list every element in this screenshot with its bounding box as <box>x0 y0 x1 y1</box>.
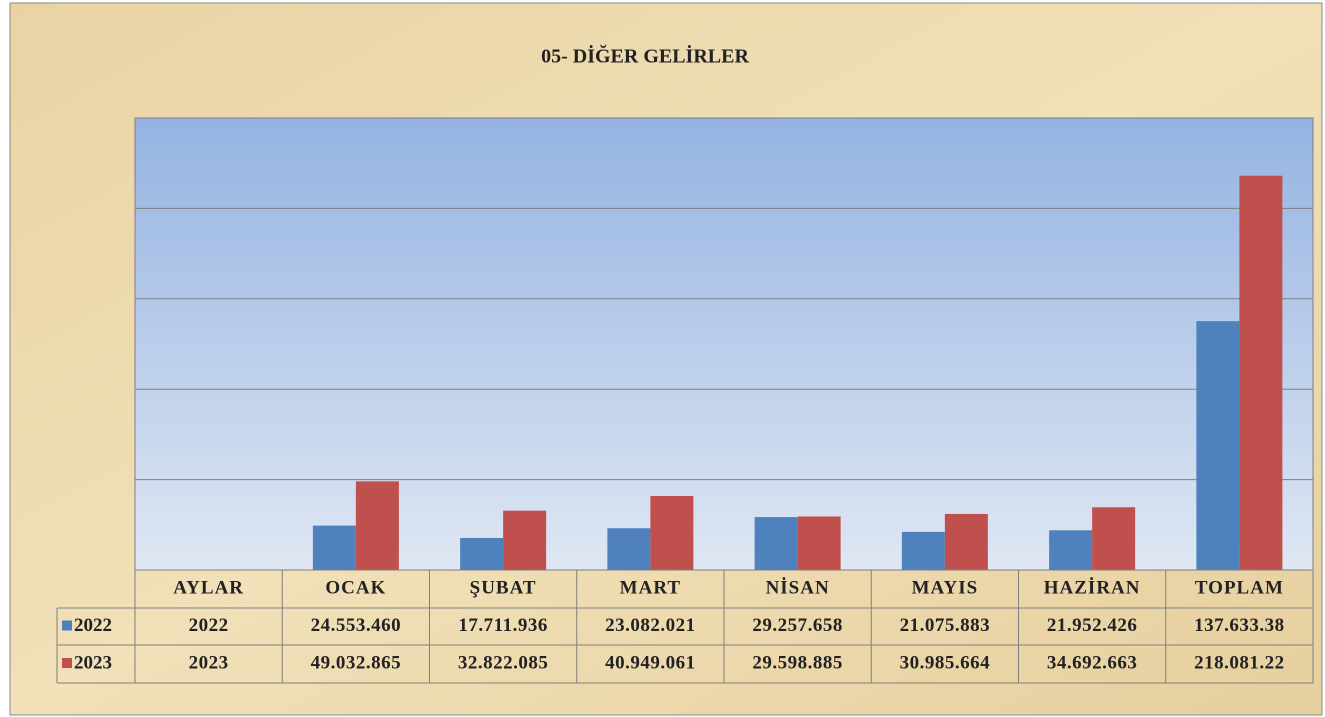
data-label: 137.633.38 <box>1194 615 1285 636</box>
bar <box>1092 507 1136 570</box>
legend-swatch <box>62 658 72 668</box>
bar <box>754 517 798 570</box>
data-label: 2022 <box>189 615 229 636</box>
chart-title: 05- DİĞER GELİRLER <box>541 44 749 68</box>
data-label: 49.032.865 <box>311 652 402 673</box>
bar <box>901 531 945 570</box>
x-tick-label: ŞUBAT <box>470 577 537 598</box>
data-label: 17.711.936 <box>458 615 547 636</box>
bar <box>503 510 547 570</box>
x-tick-label: OCAK <box>325 577 386 598</box>
bar <box>460 537 504 570</box>
x-tick-label: HAZİRAN <box>1044 577 1141 598</box>
legend-label: 2022 <box>74 615 112 636</box>
bar <box>607 528 651 570</box>
data-label: 218.081.22 <box>1194 652 1285 673</box>
bar <box>1049 530 1093 570</box>
data-label: 40.949.061 <box>605 652 696 673</box>
bar <box>1196 321 1240 570</box>
plot-area <box>134 117 1314 571</box>
bar <box>650 495 694 570</box>
legend-swatch <box>62 620 72 631</box>
data-label: 30.985.664 <box>900 652 991 673</box>
data-label: 21.075.883 <box>900 615 991 636</box>
data-label: 29.257.658 <box>752 615 843 636</box>
bar <box>312 525 356 570</box>
data-label: 21.952.426 <box>1047 615 1138 636</box>
data-label: 24.553.460 <box>311 615 402 636</box>
data-label: 32.822.085 <box>458 652 549 673</box>
bar <box>944 513 988 570</box>
data-label: 2023 <box>189 652 229 673</box>
bar <box>797 516 841 570</box>
x-tick-label: AYLAR <box>173 577 244 598</box>
x-tick-label: NİSAN <box>766 577 830 598</box>
x-tick-label: MART <box>620 577 681 598</box>
bar <box>355 481 399 570</box>
data-label: 29.598.885 <box>752 652 843 673</box>
legend-label: 2023 <box>74 652 112 673</box>
bar <box>1239 175 1283 570</box>
x-tick-label: MAYIS <box>912 577 979 598</box>
data-label: 34.692.663 <box>1047 652 1138 673</box>
data-label: 23.082.021 <box>605 615 696 636</box>
x-tick-label: TOPLAM <box>1195 577 1284 598</box>
